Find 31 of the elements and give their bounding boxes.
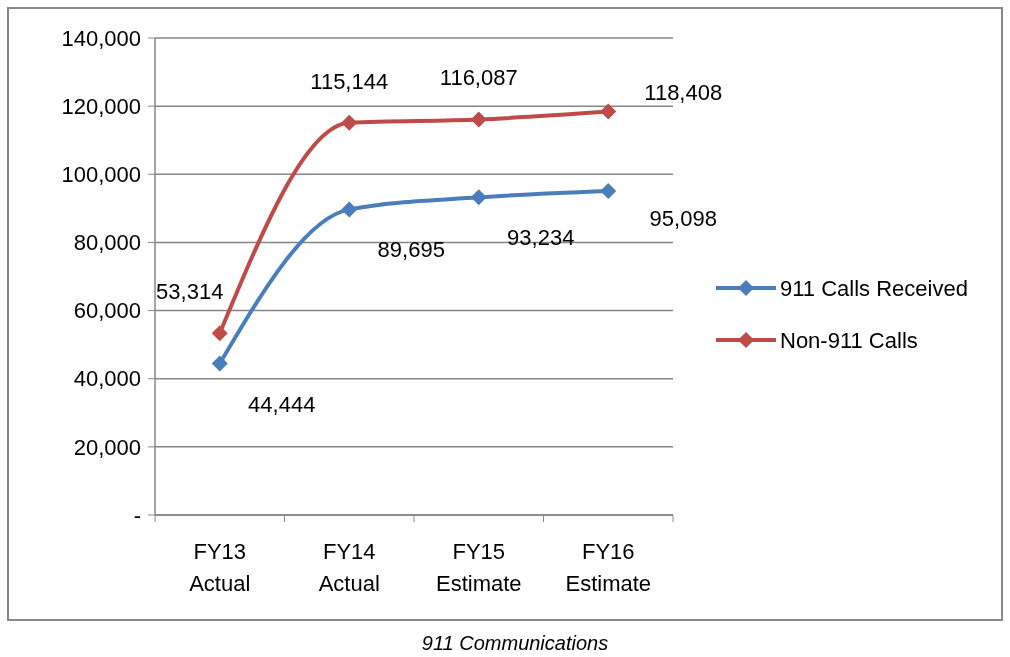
data-label: 44,444 — [248, 391, 316, 417]
y-tick-label: 100,000 — [61, 161, 141, 187]
y-tick-label: 40,000 — [73, 366, 141, 392]
data-label: 116,087 — [439, 65, 518, 91]
y-tick-label: 120,000 — [61, 93, 141, 119]
point — [470, 189, 487, 206]
x-tick-label: FY14 Actual — [318, 539, 380, 596]
legend-label: Non-911 Calls — [780, 327, 918, 353]
data-label: 93,234 — [507, 225, 575, 251]
x-tick-label: FY16 Estimate — [565, 539, 652, 596]
data-label: 53,314 — [156, 279, 224, 305]
y-tick-label: 140,000 — [61, 25, 141, 51]
point — [211, 325, 228, 342]
y-tick-label: 80,000 — [73, 230, 141, 256]
data-label: 118,408 — [644, 79, 723, 105]
point — [600, 103, 617, 120]
data-label: 115,144 — [310, 68, 389, 94]
point — [211, 355, 228, 372]
x-tick-label: FY15 Estimate — [435, 539, 522, 596]
data-label: 95,098 — [649, 205, 717, 231]
y-tick-label: 60,000 — [73, 298, 141, 324]
point — [470, 111, 487, 128]
data-label: 89,695 — [377, 237, 445, 263]
x-tick-label: FY13 Actual — [189, 539, 251, 596]
point — [600, 182, 617, 199]
legend-label: 911 Calls Received — [780, 275, 968, 301]
point — [341, 114, 358, 131]
y-tick-label: - — [133, 502, 141, 528]
y-tick-label: 20,000 — [73, 434, 141, 460]
text: 911 Communications — [421, 632, 609, 654]
point — [341, 201, 358, 218]
